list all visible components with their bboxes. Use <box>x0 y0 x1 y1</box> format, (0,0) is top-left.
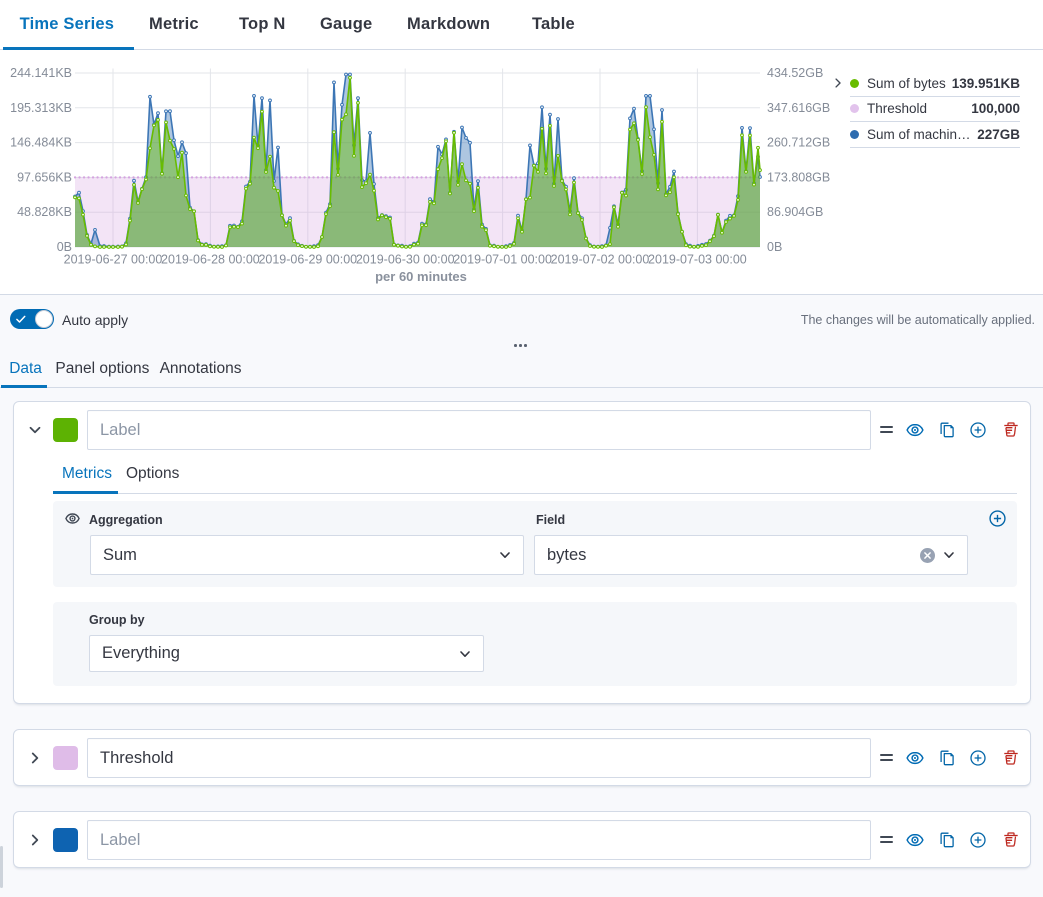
svg-text:97.656KB: 97.656KB <box>17 170 72 184</box>
svg-text:146.484KB: 146.484KB <box>10 136 72 150</box>
svg-text:195.313KB: 195.313KB <box>10 101 72 115</box>
svg-text:0B: 0B <box>767 240 782 254</box>
svg-text:260.712GB: 260.712GB <box>767 136 830 150</box>
svg-text:0B: 0B <box>57 240 72 254</box>
svg-text:2019-07-02 00:00: 2019-07-02 00:00 <box>551 253 650 267</box>
svg-text:244.141KB: 244.141KB <box>10 66 72 80</box>
svg-text:2019-06-27 00:00: 2019-06-27 00:00 <box>64 253 163 267</box>
svg-text:2019-07-03 00:00: 2019-07-03 00:00 <box>648 253 747 267</box>
svg-text:2019-06-30 00:00: 2019-06-30 00:00 <box>356 253 455 267</box>
svg-text:48.828KB: 48.828KB <box>17 205 72 219</box>
svg-text:2019-06-29 00:00: 2019-06-29 00:00 <box>258 253 357 267</box>
svg-text:2019-06-28 00:00: 2019-06-28 00:00 <box>161 253 260 267</box>
svg-text:347.616GB: 347.616GB <box>767 101 830 115</box>
svg-text:434.52GB: 434.52GB <box>767 66 823 80</box>
svg-text:2019-07-01 00:00: 2019-07-01 00:00 <box>453 253 552 267</box>
svg-text:86.904GB: 86.904GB <box>767 205 823 219</box>
svg-text:173.808GB: 173.808GB <box>767 170 830 184</box>
svg-text:per 60 minutes: per 60 minutes <box>375 269 467 284</box>
